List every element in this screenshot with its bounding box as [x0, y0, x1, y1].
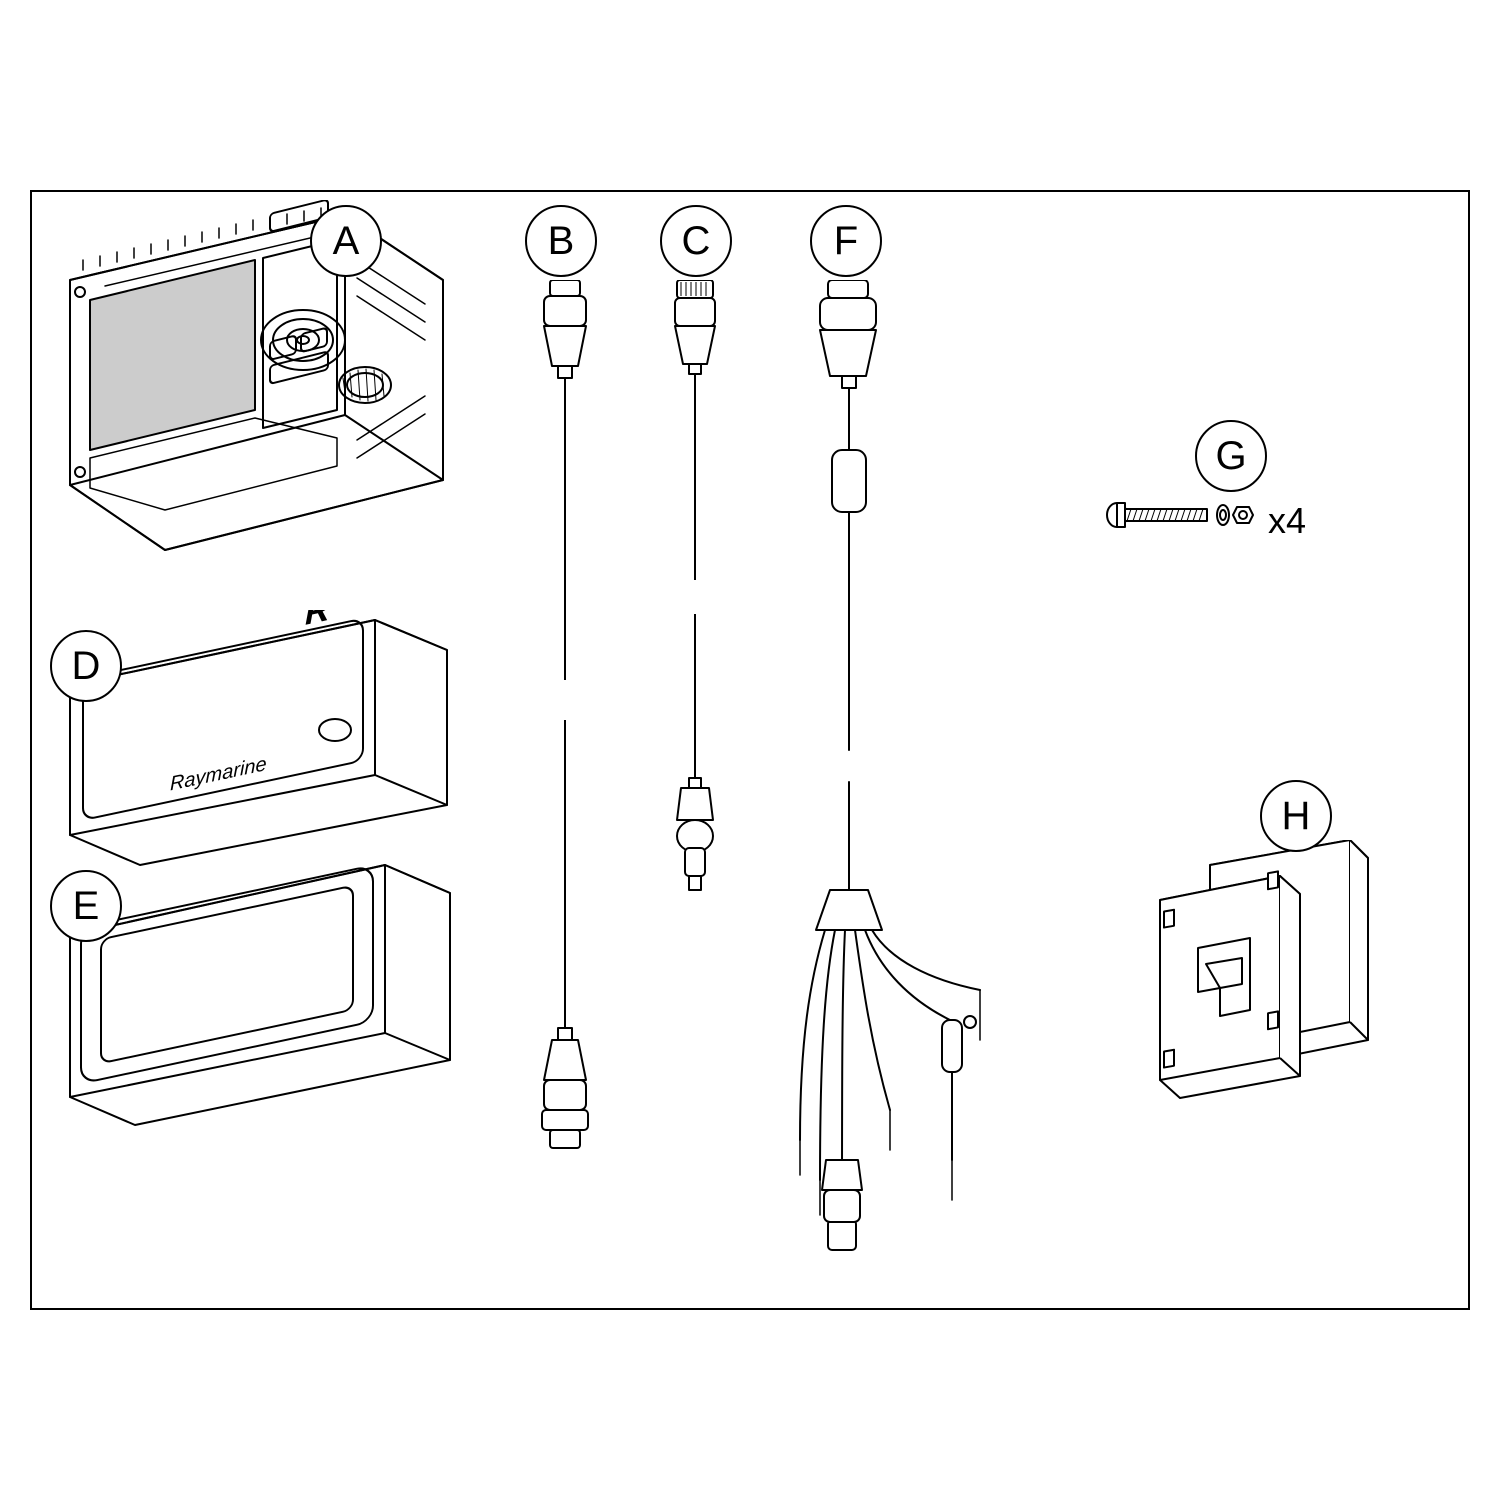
- label-D-text: D: [72, 644, 101, 689]
- label-E-text: E: [73, 884, 100, 929]
- part-c-cable: [655, 280, 735, 900]
- label-G-text: G: [1215, 434, 1246, 479]
- label-B-text: B: [548, 219, 575, 264]
- brand-wordmark: Raymarine: [170, 753, 267, 795]
- label-H: H: [1260, 780, 1332, 852]
- part-f-cable: [770, 280, 1030, 1280]
- label-C-text: C: [682, 219, 711, 264]
- part-a-display-unit: [45, 200, 445, 620]
- label-B: B: [525, 205, 597, 277]
- label-D: D: [50, 630, 122, 702]
- part-h-bracket: [1150, 840, 1370, 1100]
- label-G: G: [1195, 420, 1267, 492]
- label-C: C: [660, 205, 732, 277]
- label-F-text: F: [834, 219, 858, 264]
- label-F: F: [810, 205, 882, 277]
- qty-G: x4: [1268, 500, 1306, 542]
- label-A: A: [310, 205, 382, 277]
- label-H-text: H: [1282, 794, 1311, 839]
- label-A-text: A: [333, 219, 360, 264]
- brand-series-letter: R: [305, 610, 330, 633]
- part-b-cable: [520, 280, 610, 1160]
- part-g-screw: [1105, 485, 1255, 545]
- parts-diagram: R Raymarine: [0, 0, 1500, 1500]
- label-E: E: [50, 870, 122, 942]
